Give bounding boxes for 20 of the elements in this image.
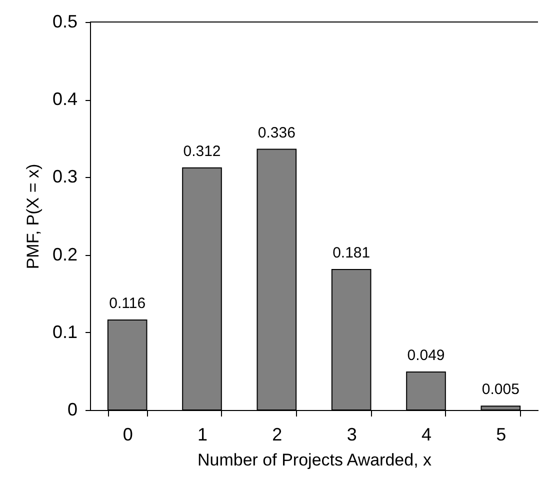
- y-tick-label: 0.4: [52, 89, 78, 110]
- data-label: 0.336: [258, 124, 296, 142]
- x-axis-title: Number of Projects Awarded, x: [197, 450, 432, 470]
- x-tick-label: 1: [197, 424, 208, 444]
- y-tick-label: 0.5: [52, 12, 78, 32]
- data-label: 0.005: [482, 381, 520, 398]
- x-tick-label: 2: [272, 424, 282, 444]
- y-tick-label: 0.3: [52, 166, 78, 187]
- data-label: 0.181: [332, 244, 370, 262]
- y-tick-label: 0.1: [52, 322, 78, 342]
- y-axis-title: PMF, P(X = x): [23, 164, 42, 270]
- y-tick-label: 0.2: [52, 244, 78, 264]
- x-tick-label: 3: [346, 424, 357, 444]
- data-label: 0.312: [183, 142, 221, 160]
- data-label: 0.116: [109, 294, 146, 312]
- x-tick-label: 0: [122, 424, 133, 444]
- y-tick-label: 0: [67, 400, 78, 420]
- x-tick-label: 5: [496, 424, 506, 444]
- x-tick-label: 4: [421, 424, 432, 444]
- data-label: 0.049: [407, 346, 445, 364]
